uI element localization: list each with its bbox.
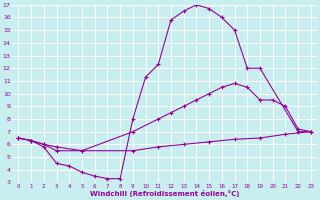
X-axis label: Windchill (Refroidissement éolien,°C): Windchill (Refroidissement éolien,°C) [90, 190, 239, 197]
